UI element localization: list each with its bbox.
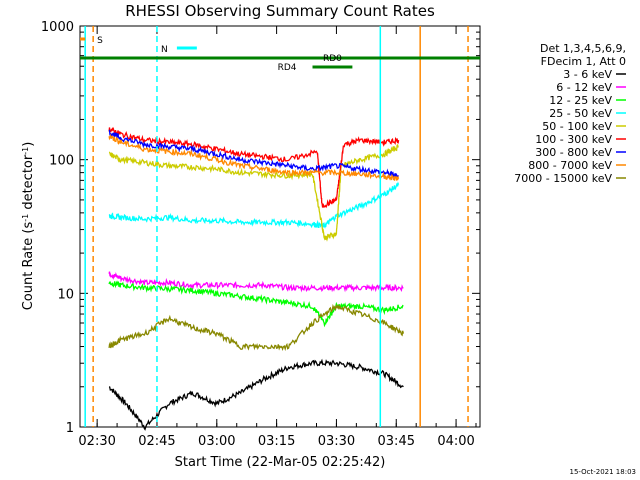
- flag-label: N: [161, 45, 168, 55]
- y-axis: 1 10 100 1000: [41, 20, 480, 436]
- y-tick-label: 100: [49, 154, 74, 169]
- flag-label: RD0: [323, 54, 342, 64]
- x-tick-label: 03:15: [258, 434, 295, 449]
- legend-item-label: 100 - 300 keV: [535, 133, 612, 146]
- y-tick-label: 10: [57, 287, 74, 302]
- y-tick-label: 1000: [41, 20, 74, 35]
- series-line: [108, 143, 399, 242]
- x-tick-label: 03:00: [198, 434, 235, 449]
- y-tick-label: 1: [66, 421, 74, 436]
- x-tick-label: 03:45: [378, 434, 415, 449]
- legend-item-label: 25 - 50 keV: [549, 107, 612, 120]
- legend-item-label: 800 - 7000 keV: [528, 159, 612, 172]
- plot-area: [79, 25, 481, 428]
- x-tick-label: 02:30: [78, 434, 115, 449]
- footer-timestamp: 15-Oct-2021 18:03: [570, 468, 636, 476]
- series-line: [108, 303, 405, 352]
- legend-header: FDecim 1, Att 0: [541, 55, 626, 68]
- x-tick-label: 04:00: [437, 434, 474, 449]
- y-axis-label: Count Rate (s-1 detector-1): [21, 142, 37, 311]
- plot-border: [79, 25, 481, 428]
- series-line: [108, 133, 400, 181]
- legend-item-label: 6 - 12 keV: [556, 81, 612, 94]
- legend-item-label: 50 - 100 keV: [542, 120, 612, 133]
- flag-label: RD4: [278, 63, 297, 73]
- flag-label: S: [97, 36, 103, 46]
- series-layer: [108, 126, 405, 431]
- series-line: [108, 129, 400, 180]
- legend-item-label: 7000 - 15000 keV: [514, 172, 612, 185]
- legend: Det 1,3,4,5,6,9,FDecim 1, Att 03 - 6 keV…: [514, 42, 626, 185]
- legend-header: Det 1,3,4,5,6,9,: [540, 42, 626, 55]
- legend-item-label: 3 - 6 keV: [563, 68, 612, 81]
- series-line: [108, 181, 400, 229]
- x-tick-label: 03:30: [318, 434, 355, 449]
- flags-layer: S N RD0 RD4: [80, 26, 480, 427]
- legend-item-label: 12 - 25 keV: [549, 94, 612, 107]
- series-line: [108, 358, 404, 431]
- series-line: [108, 280, 404, 328]
- chart-title: RHESSI Observing Summary Count Rates: [125, 2, 435, 20]
- x-tick-label: 02:45: [138, 434, 175, 449]
- x-axis: 02:30 02:45 03:00 03:15 03:30 03:45 04:00: [78, 26, 477, 449]
- series-line: [108, 271, 404, 293]
- legend-item-label: 300 - 800 keV: [535, 146, 612, 159]
- x-axis-label: Start Time (22-Mar-05 02:25:42): [175, 455, 386, 470]
